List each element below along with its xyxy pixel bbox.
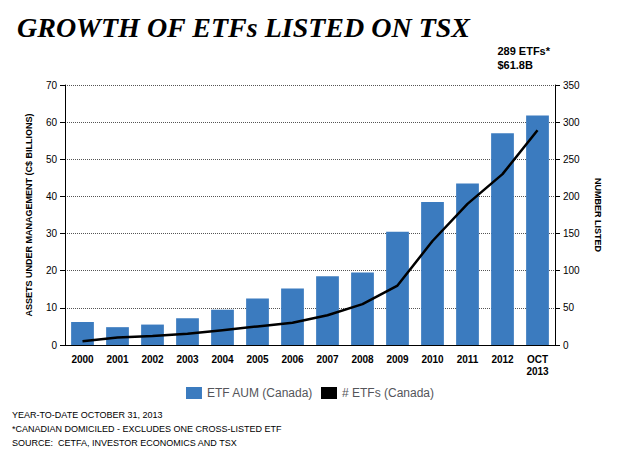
svg-text:20: 20	[46, 265, 58, 276]
svg-text:60: 60	[46, 117, 58, 128]
svg-text:*CANADIAN DOMICILED - EXCLUDES: *CANADIAN DOMICILED - EXCLUDES ONE CROSS…	[12, 424, 282, 434]
svg-text:2012: 2012	[491, 354, 514, 365]
svg-text:OCT: OCT	[527, 354, 548, 365]
svg-text:10: 10	[46, 302, 58, 313]
svg-text:2003: 2003	[176, 354, 199, 365]
svg-text:350: 350	[563, 80, 580, 91]
svg-text:2011: 2011	[457, 354, 479, 365]
svg-text:30: 30	[46, 228, 58, 239]
svg-text:2004: 2004	[211, 354, 234, 365]
svg-text:ASSETS UNDER MANAGEMENT (C$ BI: ASSETS UNDER MANAGEMENT (C$ BILLIONS)	[24, 113, 34, 316]
svg-text:200: 200	[563, 191, 580, 202]
svg-text:2013: 2013	[526, 366, 549, 377]
svg-text:100: 100	[563, 265, 580, 276]
svg-text:289 ETFs*: 289 ETFs*	[497, 45, 550, 57]
svg-text:2006: 2006	[281, 354, 304, 365]
svg-text:50: 50	[563, 302, 575, 313]
svg-text:2007: 2007	[316, 354, 339, 365]
svg-text:50: 50	[46, 154, 58, 165]
svg-text:ETF AUM (Canada): ETF AUM (Canada)	[207, 386, 312, 400]
svg-text:150: 150	[563, 228, 580, 239]
svg-text:2000: 2000	[71, 354, 94, 365]
svg-text:$61.8B: $61.8B	[497, 59, 533, 71]
svg-text:SOURCE: CETFA, INVESTOR ECONO: SOURCE: CETFA, INVESTOR ECONOMICS AND TS…	[12, 438, 237, 448]
svg-text:250: 250	[563, 154, 580, 165]
svg-text:40: 40	[46, 191, 58, 202]
svg-text:0: 0	[563, 340, 569, 351]
svg-text:YEAR-TO-DATE OCTOBER 31, 2013: YEAR-TO-DATE OCTOBER 31, 2013	[12, 410, 163, 420]
svg-text:2010: 2010	[421, 354, 444, 365]
svg-text:2008: 2008	[351, 354, 374, 365]
svg-text:# ETFs (Canada): # ETFs (Canada)	[342, 386, 434, 400]
svg-text:0: 0	[51, 340, 57, 351]
svg-text:NUMBER LISTED: NUMBER LISTED	[593, 178, 603, 253]
svg-text:70: 70	[46, 80, 58, 91]
svg-text:2002: 2002	[141, 354, 164, 365]
svg-text:2009: 2009	[386, 354, 409, 365]
svg-text:2005: 2005	[246, 354, 269, 365]
svg-text:2001: 2001	[106, 354, 129, 365]
svg-text:GROWTH OF ETFs LISTED ON TSX: GROWTH OF ETFs LISTED ON TSX	[17, 12, 471, 43]
svg-text:300: 300	[563, 117, 580, 128]
